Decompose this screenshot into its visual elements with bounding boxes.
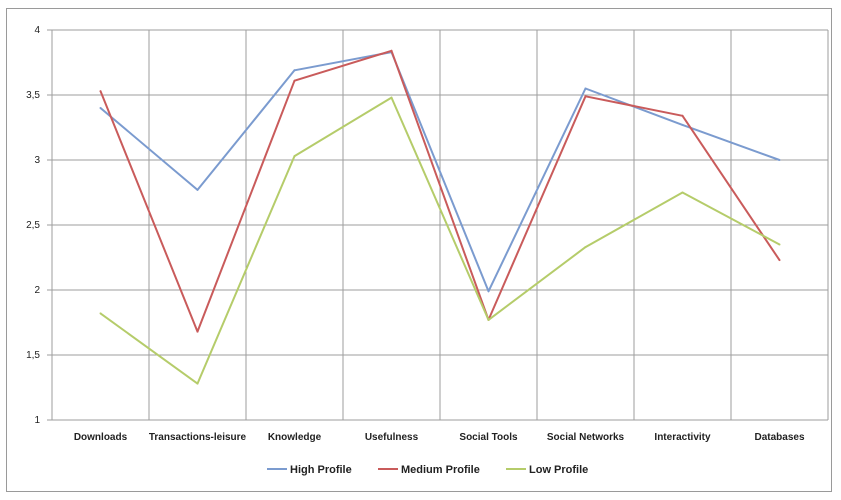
data-point	[196, 188, 199, 191]
x-category-label: Databases	[754, 432, 804, 443]
y-axis-tick-labels: 1 1,5 2 2,5 3 3,5 4	[26, 25, 40, 426]
data-point	[293, 155, 296, 158]
y-tick-label: 3	[34, 155, 40, 166]
data-point	[584, 95, 587, 98]
y-tick-label: 2	[34, 285, 40, 296]
x-category-label: Interactivity	[654, 432, 711, 443]
data-point	[293, 79, 296, 82]
data-point	[196, 330, 199, 333]
series-lines	[99, 49, 781, 385]
data-point	[390, 96, 393, 99]
grid	[51, 29, 829, 421]
legend-label: Low Profile	[529, 464, 588, 476]
data-point	[487, 290, 490, 293]
data-point	[681, 191, 684, 194]
data-point	[390, 49, 393, 52]
y-tick-label: 1,5	[26, 350, 40, 361]
series-line-low-profile	[99, 96, 780, 385]
x-category-label: Transactions-leisure	[149, 432, 247, 443]
data-point	[293, 69, 296, 72]
data-point	[99, 90, 102, 93]
x-category-label: Downloads	[74, 432, 128, 443]
data-point	[778, 259, 781, 262]
data-point	[584, 87, 587, 90]
legend-label: High Profile	[290, 464, 352, 476]
y-tick-label: 3,5	[26, 90, 40, 101]
chart-frame	[6, 8, 832, 492]
data-point	[584, 246, 587, 249]
legend: High Profile Medium Profile Low Profile	[267, 464, 588, 476]
data-point	[778, 243, 781, 246]
x-category-label: Knowledge	[268, 432, 322, 443]
data-point	[681, 114, 684, 117]
axes	[47, 29, 52, 421]
data-point	[196, 382, 199, 385]
data-point	[487, 318, 490, 321]
x-axis-category-labels: Downloads Transactions-leisure Knowledge Us…	[74, 432, 805, 443]
series-line-medium-profile	[99, 49, 781, 333]
data-point	[99, 312, 102, 315]
y-tick-label: 4	[34, 25, 40, 36]
y-tick-label: 1	[34, 415, 40, 426]
y-tick-label: 2,5	[26, 220, 40, 231]
data-point	[681, 123, 684, 126]
data-point	[99, 107, 102, 109]
x-category-label: Social Networks	[547, 432, 625, 443]
x-category-label: Usefulness	[365, 432, 419, 443]
x-category-label: Social Tools	[459, 432, 518, 443]
legend-label: Medium Profile	[401, 464, 480, 476]
series-line-high-profile	[99, 51, 780, 293]
data-point	[778, 159, 781, 161]
